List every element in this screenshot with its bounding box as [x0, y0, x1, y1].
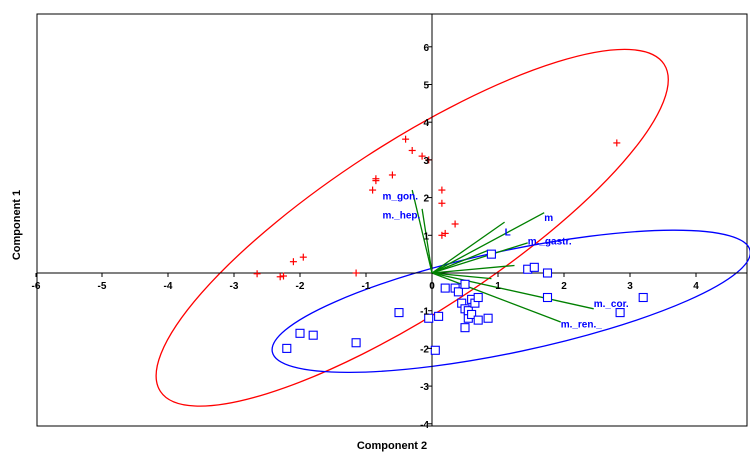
loading-vector: [431, 272, 492, 280]
plus-marker: [438, 186, 446, 194]
loading-vector: [431, 272, 594, 310]
square-marker: [542, 268, 553, 278]
plus-marker: [438, 231, 446, 239]
y-tick-label: 2: [423, 194, 429, 205]
square-marker: [282, 343, 292, 353]
x-tick-label: 3: [627, 281, 633, 292]
square-marker: [529, 262, 539, 272]
x-tick-label: 0: [429, 281, 435, 292]
plot-frame: [36, 13, 748, 427]
square-marker: [542, 292, 553, 303]
y-tick-label: 3: [423, 156, 429, 167]
y-tick-label: -2: [420, 344, 429, 355]
square-marker: [483, 313, 493, 323]
square-marker: [440, 283, 450, 293]
x-tick-label: -6: [32, 281, 41, 292]
loading-vector: [431, 221, 505, 274]
plus-marker: [388, 171, 396, 179]
x-axis-title: Component 2: [357, 440, 427, 452]
confidence-ellipse-1: [155, 48, 669, 407]
y-axis-title: Component 1: [11, 190, 23, 260]
loading-vectors: [411, 189, 594, 323]
plus-marker: [372, 177, 380, 185]
x-tick-label: 4: [693, 281, 699, 292]
x-tick-label: -1: [362, 281, 371, 292]
loading-vector: [431, 212, 545, 274]
x-tick-label: -5: [98, 281, 107, 292]
square-marker: [467, 309, 477, 320]
square-marker: [434, 311, 444, 321]
plus-marker: [299, 253, 307, 261]
y-tick-label: 6: [423, 43, 429, 54]
vector-label: m._ren._: [561, 320, 603, 331]
plus-marker: [369, 186, 377, 194]
y-tick-label: -1: [420, 307, 429, 318]
plus-marker: [276, 273, 284, 281]
square-marker: [638, 292, 648, 303]
plus-marker: [280, 272, 287, 280]
square-marker: [486, 249, 496, 259]
x-tick-label: -3: [230, 281, 239, 292]
loading-vector: [411, 189, 433, 274]
square-marker: [460, 279, 470, 289]
loading-vector: [431, 264, 515, 274]
plus-marker: [289, 258, 297, 266]
plus-marker: [253, 270, 261, 278]
plus-marker: [418, 152, 426, 160]
plus-marker: [451, 220, 459, 228]
x-tick-label: 1: [495, 281, 501, 292]
y-tick-label: 4: [423, 118, 429, 129]
square-marker: [460, 323, 470, 333]
plus-marker: [352, 269, 360, 277]
vector-label: m._hep.: [383, 210, 421, 221]
plus-marker: [613, 139, 621, 147]
square-marker: [615, 308, 625, 318]
vector-label: m_gon.: [383, 191, 419, 202]
loading-vector: [431, 242, 528, 274]
vector-label: m: [544, 213, 553, 224]
loading-vector: [421, 208, 433, 274]
square-marker: [473, 315, 483, 325]
zero-axes: [37, 14, 747, 426]
square-marker: [424, 313, 434, 323]
y-tick-label: -3: [420, 382, 429, 393]
square-marker: [430, 345, 440, 355]
y-tick-label: 5: [423, 81, 429, 92]
plus-marker: [408, 146, 416, 154]
y-tick-label: -4: [420, 420, 429, 431]
data-points: [253, 135, 648, 355]
plus-marker: [402, 135, 410, 143]
square-marker: [394, 308, 404, 318]
plus-marker: [438, 199, 446, 207]
loading-vector: [431, 272, 561, 323]
vector-label: m._gastr.: [528, 237, 572, 248]
vector-label: L: [505, 227, 511, 238]
square-marker: [453, 287, 463, 297]
y-tick-label: 1: [423, 231, 429, 242]
square-marker: [351, 338, 361, 348]
x-tick-label: -4: [164, 281, 173, 292]
square-marker: [295, 328, 305, 338]
x-tick-label: -2: [296, 281, 305, 292]
vector-label: m._cor.: [594, 299, 629, 310]
x-tick-label: 2: [561, 281, 567, 292]
loading-vector: [431, 249, 489, 274]
square-marker: [308, 330, 318, 340]
square-marker: [473, 292, 483, 303]
tick-labels: -6 -5 -4 -3 -2 -1 0 1 2 3 4 -4 -3 -2 -1 1 2 3 4 5 6: [32, 43, 700, 431]
vector-labels: m_gon. m._hep. Lm m._gastr. m._cor. m._ren._: [383, 191, 629, 330]
